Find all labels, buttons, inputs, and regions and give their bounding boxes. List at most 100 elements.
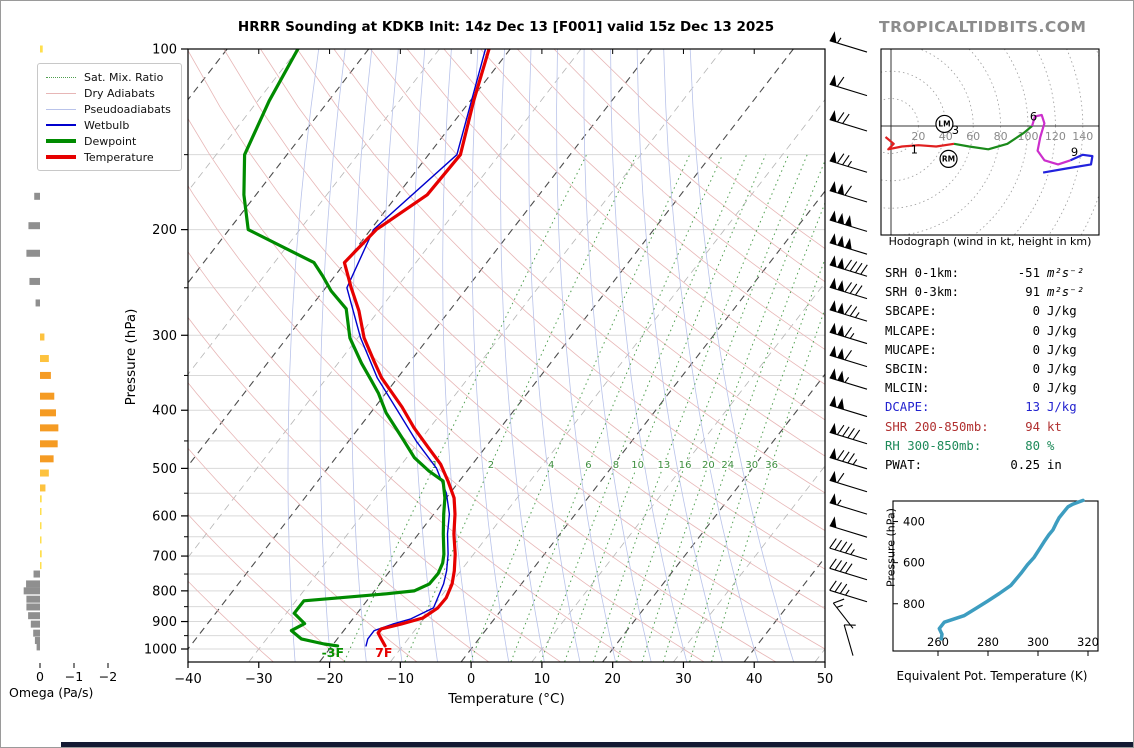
omega-bar <box>33 629 40 637</box>
wind-barb-pennant <box>837 302 845 315</box>
wind-barb-full <box>834 539 842 551</box>
stat-value: -51 <box>1017 266 1040 280</box>
omega-bar <box>34 637 40 645</box>
wind-barb-staff <box>843 624 854 656</box>
omega-bar <box>30 620 40 628</box>
hodograph-segment-3-6km <box>953 125 1033 151</box>
wind-barb-pennant <box>829 74 837 87</box>
stat-value: 13 <box>1025 400 1040 415</box>
wind-barb-pennant <box>829 233 837 245</box>
theta-e-x-tick-label: 280 <box>977 635 999 649</box>
legend-item-pseudoadiabats: Pseudoadiabats <box>46 101 171 117</box>
wind-barb-half <box>845 589 850 596</box>
omega-bar <box>34 192 40 200</box>
wind-barb <box>829 422 868 445</box>
wind-barb-full <box>845 563 853 574</box>
wind-barb-full <box>829 558 837 569</box>
pseudoadiabat-line <box>412 49 438 662</box>
mixing-ratio-label: 36 <box>765 460 778 471</box>
hodograph-caption: Hodograph (wind in kt, height in km) <box>888 235 1092 248</box>
wind-barb-full <box>860 264 868 275</box>
pseudoadiabat-line <box>556 49 616 662</box>
site-watermark: TROPICALTIDBITS.COM <box>879 18 1087 36</box>
dry-adiabat-line <box>223 49 825 610</box>
stat-label: SRH 0-3km: <box>885 285 960 300</box>
pseudoadiabat-line <box>319 49 346 662</box>
pseudoadiabat-line <box>382 49 403 662</box>
omega-tick-label: −2 <box>99 669 117 684</box>
wind-barb <box>829 300 868 322</box>
hodograph-ring-label: 20 <box>911 130 925 143</box>
omega-bar <box>28 222 40 230</box>
hodograph-segment-9-12km <box>1042 153 1094 174</box>
omega-bar <box>40 469 49 477</box>
hodograph-area: 20 40 60 80 100 120 140 1 3 6 9 LM RM <box>881 49 1099 235</box>
mixing-ratio-label: 13 <box>658 460 671 471</box>
pressure-tick-label: 500 <box>152 462 177 477</box>
omega-bar <box>36 643 40 651</box>
temp-tick-label: −40 <box>174 672 201 687</box>
stat-value: 0 <box>1032 304 1040 319</box>
mixing-ratio-label: 2 <box>488 460 494 471</box>
omega-tick-label: −1 <box>65 669 83 684</box>
legend-label: Temperature <box>84 150 154 164</box>
wind-barb-full <box>836 449 845 461</box>
wind-barb-half <box>849 332 855 339</box>
dry-adiabat-line <box>188 251 633 662</box>
dry-adiabat-line <box>260 49 825 570</box>
omega-bar <box>26 603 40 611</box>
theta-e-caption: Equivalent Pot. Temperature (K) <box>896 669 1088 683</box>
wind-barb-pennant <box>829 368 837 380</box>
theta-e-y-tick-label: 600 <box>903 556 925 570</box>
mixing-ratio-line <box>641 159 825 662</box>
legend-item-temperature: Temperature <box>46 149 171 165</box>
isotherm-line <box>531 282 825 662</box>
omega-bar <box>40 45 43 53</box>
wind-barb-staff <box>829 331 868 345</box>
wind-barb-pennant <box>837 183 845 195</box>
wind-barb-staff <box>829 567 868 581</box>
legend-swatch <box>46 139 76 143</box>
wind-barb-pennant <box>844 215 852 227</box>
mixing-ratio-line <box>540 154 748 662</box>
wind-barb-pennant <box>829 345 837 358</box>
wind-barb <box>829 447 868 470</box>
stat-unit: J/kg <box>1047 304 1077 319</box>
pseudoadiabat-line <box>689 49 794 662</box>
omega-bar <box>23 587 40 595</box>
wind-barb-pennant <box>837 212 845 225</box>
theta-e-x-tick-label: 320 <box>1077 635 1099 649</box>
wind-barb-full <box>836 76 845 87</box>
wind-barb-pennant <box>837 235 845 248</box>
legend-item-sat-mix-ratio: Sat. Mix. Ratio <box>46 69 171 85</box>
omega-bar <box>40 409 56 417</box>
theta-e-y-tick-label: 400 <box>903 515 925 529</box>
wind-barb-staff <box>829 286 868 300</box>
wind-barb-pennant <box>837 348 845 360</box>
wind-barb <box>843 624 856 656</box>
dry-adiabat-line <box>188 580 274 662</box>
wind-barb-pennant <box>829 470 837 483</box>
mixing-ratio-line <box>510 154 723 662</box>
mixing-ratio-line <box>469 154 691 662</box>
wind-barb-pennant <box>829 493 837 505</box>
wind-barb-pennant <box>829 422 837 435</box>
stat-label: SBCAPE: <box>885 304 937 319</box>
mixing-ratio-line <box>616 154 808 662</box>
wind-barb-full <box>849 261 858 272</box>
temp-tick-label: 50 <box>817 672 834 687</box>
wind-barb-half <box>847 160 852 167</box>
temp-tick-label: 10 <box>534 672 551 687</box>
surface-temp-label: -3F <box>322 645 344 660</box>
stats-row-srh-0-3km: SRH 0-3km: 91 m²s⁻² <box>885 283 1105 302</box>
pressure-tick-label: 800 <box>152 584 177 599</box>
legend-label: Pseudoadiabats <box>84 102 171 116</box>
wind-barb-pennant <box>829 447 837 460</box>
wind-barb-staff <box>832 602 854 629</box>
mixing-ratio-line <box>564 154 767 662</box>
wind-barb <box>829 255 868 277</box>
wind-barb-full <box>842 154 850 166</box>
isotherm-line <box>460 190 825 662</box>
pseudoadiabat-line <box>610 49 688 662</box>
